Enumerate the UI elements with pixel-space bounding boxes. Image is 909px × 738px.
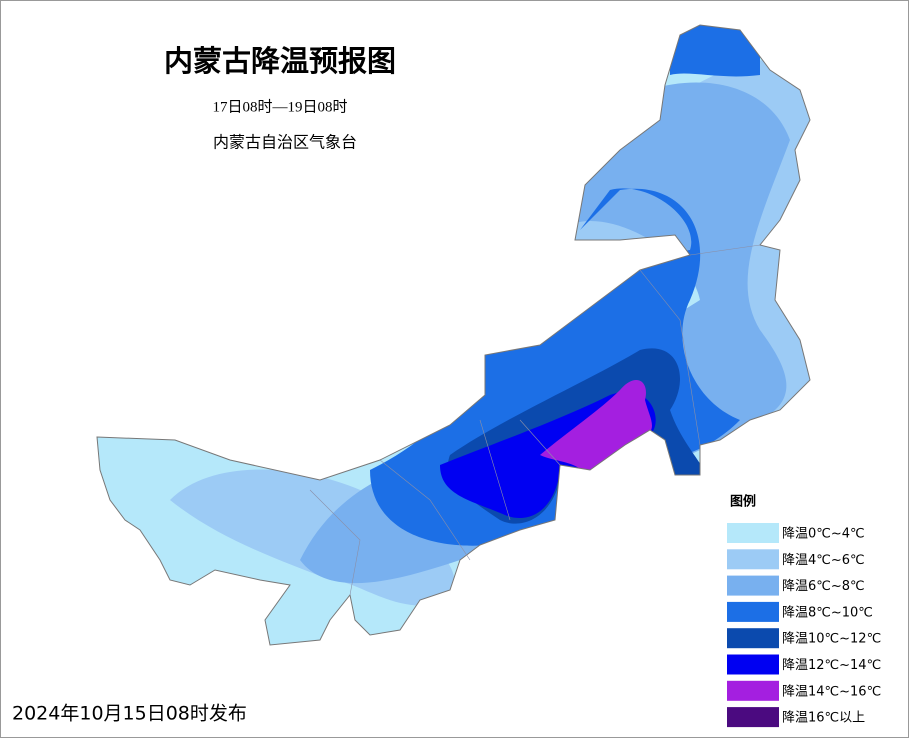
legend-label: 降温12℃~14℃ <box>782 658 881 673</box>
legend-swatch <box>727 707 779 728</box>
issuer: 内蒙古自治区气象台 <box>213 133 357 152</box>
district-boundaries <box>309 244 761 596</box>
legend-label: 降温14℃~16℃ <box>782 684 881 699</box>
legend-swatch <box>727 549 779 570</box>
period: 17日08时—19日08时 <box>212 98 347 115</box>
legend: 降温0℃~4℃ 降温4℃~6℃ 降温6℃~8℃ 降温8℃~10℃ 降温10℃~12℃ 降温… <box>727 523 881 728</box>
legend-swatch <box>727 601 779 622</box>
legend-title: 图例 <box>730 494 756 510</box>
legend-label: 降温4℃~6℃ <box>782 553 865 568</box>
legend-label: 降温0℃~4℃ <box>782 527 865 542</box>
legend-label: 降温10℃~12℃ <box>782 632 881 647</box>
legend-swatch <box>727 523 779 543</box>
title: 内蒙古降温预报图 <box>164 44 396 78</box>
issue-time: 2024年10月15日08时发布 <box>12 703 247 725</box>
legend-label: 降温16℃以上 <box>782 711 865 726</box>
legend-swatch <box>727 628 779 649</box>
legend-swatch <box>727 654 779 675</box>
legend-label: 降温6℃~8℃ <box>782 579 865 594</box>
zone <box>670 25 760 77</box>
legend-label: 降温8℃~10℃ <box>782 605 873 620</box>
legend-swatch <box>727 575 779 596</box>
legend-swatch <box>727 680 779 701</box>
